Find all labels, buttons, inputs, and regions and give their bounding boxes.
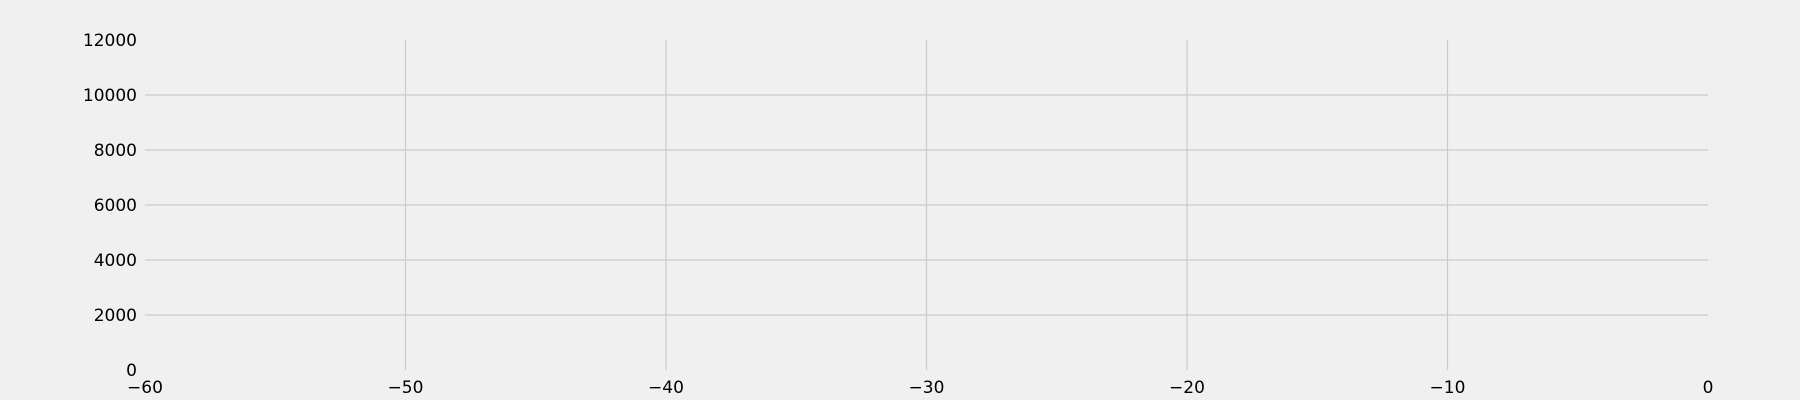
y-tick-label: 10000: [83, 86, 137, 106]
x-tick-label: −30: [909, 378, 945, 398]
x-tick-label: −20: [1169, 378, 1205, 398]
y-tick-label: 12000: [83, 31, 137, 51]
y-tick-label: 8000: [94, 141, 137, 161]
y-tick-label: 6000: [94, 196, 137, 216]
x-tick-label: −40: [648, 378, 684, 398]
x-axis-tick-labels: −60 −50 −40 −30 −20 −10 0: [127, 378, 1713, 398]
y-tick-label: 4000: [94, 251, 137, 271]
x-tick-label: −10: [1430, 378, 1466, 398]
y-axis-tick-labels: 0 2000 4000 6000 8000 10000 12000: [83, 31, 137, 381]
y-tick-label: 0: [126, 361, 137, 381]
y-tick-label: 2000: [94, 306, 137, 326]
grid: [145, 40, 1708, 370]
x-tick-label: −60: [127, 378, 163, 398]
x-tick-label: 0: [1703, 378, 1714, 398]
x-tick-label: −50: [388, 378, 424, 398]
